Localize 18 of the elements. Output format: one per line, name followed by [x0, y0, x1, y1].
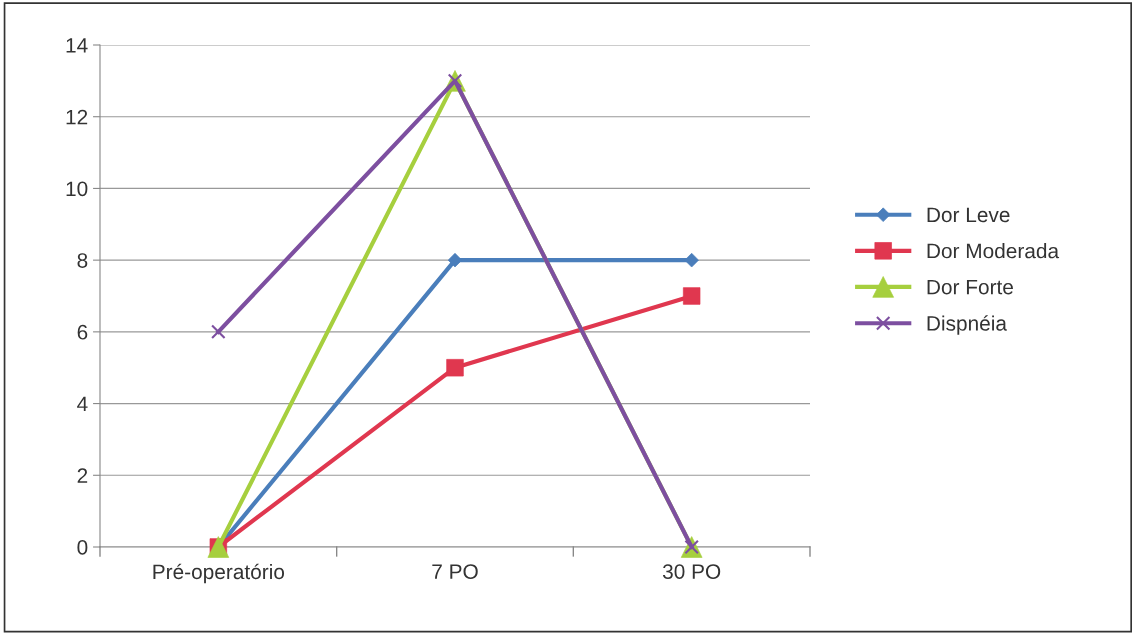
point: [446, 359, 464, 377]
legend-label: Dispnéia: [927, 315, 1007, 335]
y-tick-label: 12: [66, 109, 88, 125]
y-tick-label: 4: [77, 396, 88, 412]
y-tick-label: 6: [77, 324, 88, 340]
y-tick-label: 10: [66, 181, 88, 197]
legend-label: Dor Forte: [927, 279, 1013, 295]
x-tick-label: 30 PO: [662, 564, 721, 579]
y-tick-label: 8: [77, 253, 88, 268]
legend-label: Dor Moderada: [927, 243, 1060, 259]
y-tick-label: 2: [77, 468, 88, 483]
point: [684, 252, 699, 268]
y-tick-label: 14: [66, 38, 88, 53]
x-tick-label: 7 PO: [432, 564, 478, 579]
y-tick-label: 0: [77, 540, 88, 555]
x-tick-label: Pré-operatório: [153, 563, 285, 584]
legend-label: Dor Leve: [927, 207, 1010, 223]
point: [211, 324, 226, 340]
